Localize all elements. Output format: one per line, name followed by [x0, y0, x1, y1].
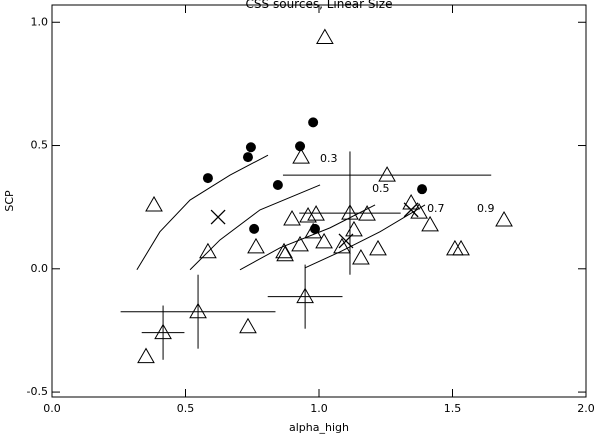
x-axis-label: alpha_high	[289, 421, 349, 434]
point	[417, 184, 428, 195]
point	[296, 287, 314, 304]
point	[352, 248, 370, 265]
point	[299, 207, 317, 223]
curve-label: 0.7	[427, 202, 445, 215]
point	[333, 237, 351, 254]
point	[202, 173, 213, 184]
x-tick-label: 0.5	[177, 402, 195, 415]
model-curve	[239, 204, 376, 271]
point	[242, 152, 253, 163]
point	[292, 148, 310, 164]
point	[249, 223, 260, 234]
model-curve	[136, 154, 269, 271]
x-tick-label: 0.0	[43, 402, 61, 415]
y-tick-label: -0.5	[27, 385, 48, 398]
model-curve	[304, 204, 426, 269]
point	[341, 204, 359, 220]
point	[283, 209, 301, 226]
curve-label: 0.5	[372, 182, 390, 195]
point	[239, 317, 257, 334]
model-curve	[189, 184, 321, 271]
point	[452, 239, 470, 256]
point	[245, 142, 256, 153]
point	[137, 347, 155, 364]
point	[308, 117, 319, 128]
x-tick-label: 1.0	[310, 402, 328, 415]
point	[291, 235, 309, 252]
y-axis-label: SCP	[3, 190, 16, 212]
point	[189, 302, 207, 319]
point	[345, 220, 363, 237]
point	[210, 209, 226, 225]
x-tick-label: 1.5	[444, 402, 462, 415]
point	[272, 179, 283, 190]
point	[295, 141, 306, 152]
point	[304, 222, 322, 239]
point	[154, 323, 172, 340]
curve-label: 0.9	[477, 202, 495, 215]
point	[338, 233, 354, 249]
point	[247, 237, 265, 254]
point	[316, 28, 334, 45]
y-tick-label: 0.0	[31, 262, 49, 275]
point	[315, 232, 333, 249]
point	[421, 215, 439, 232]
curve-label: 0.3	[320, 152, 338, 165]
point	[403, 202, 419, 218]
point	[378, 166, 396, 182]
point	[275, 242, 293, 259]
point	[495, 210, 513, 227]
x-tick-label: 2.0	[577, 402, 595, 415]
point	[358, 205, 376, 221]
point	[199, 242, 217, 259]
y-tick-label: 0.5	[31, 139, 49, 152]
point	[369, 239, 387, 256]
point	[145, 195, 163, 212]
y-tick-label: 1.0	[31, 15, 49, 28]
point	[276, 245, 294, 262]
